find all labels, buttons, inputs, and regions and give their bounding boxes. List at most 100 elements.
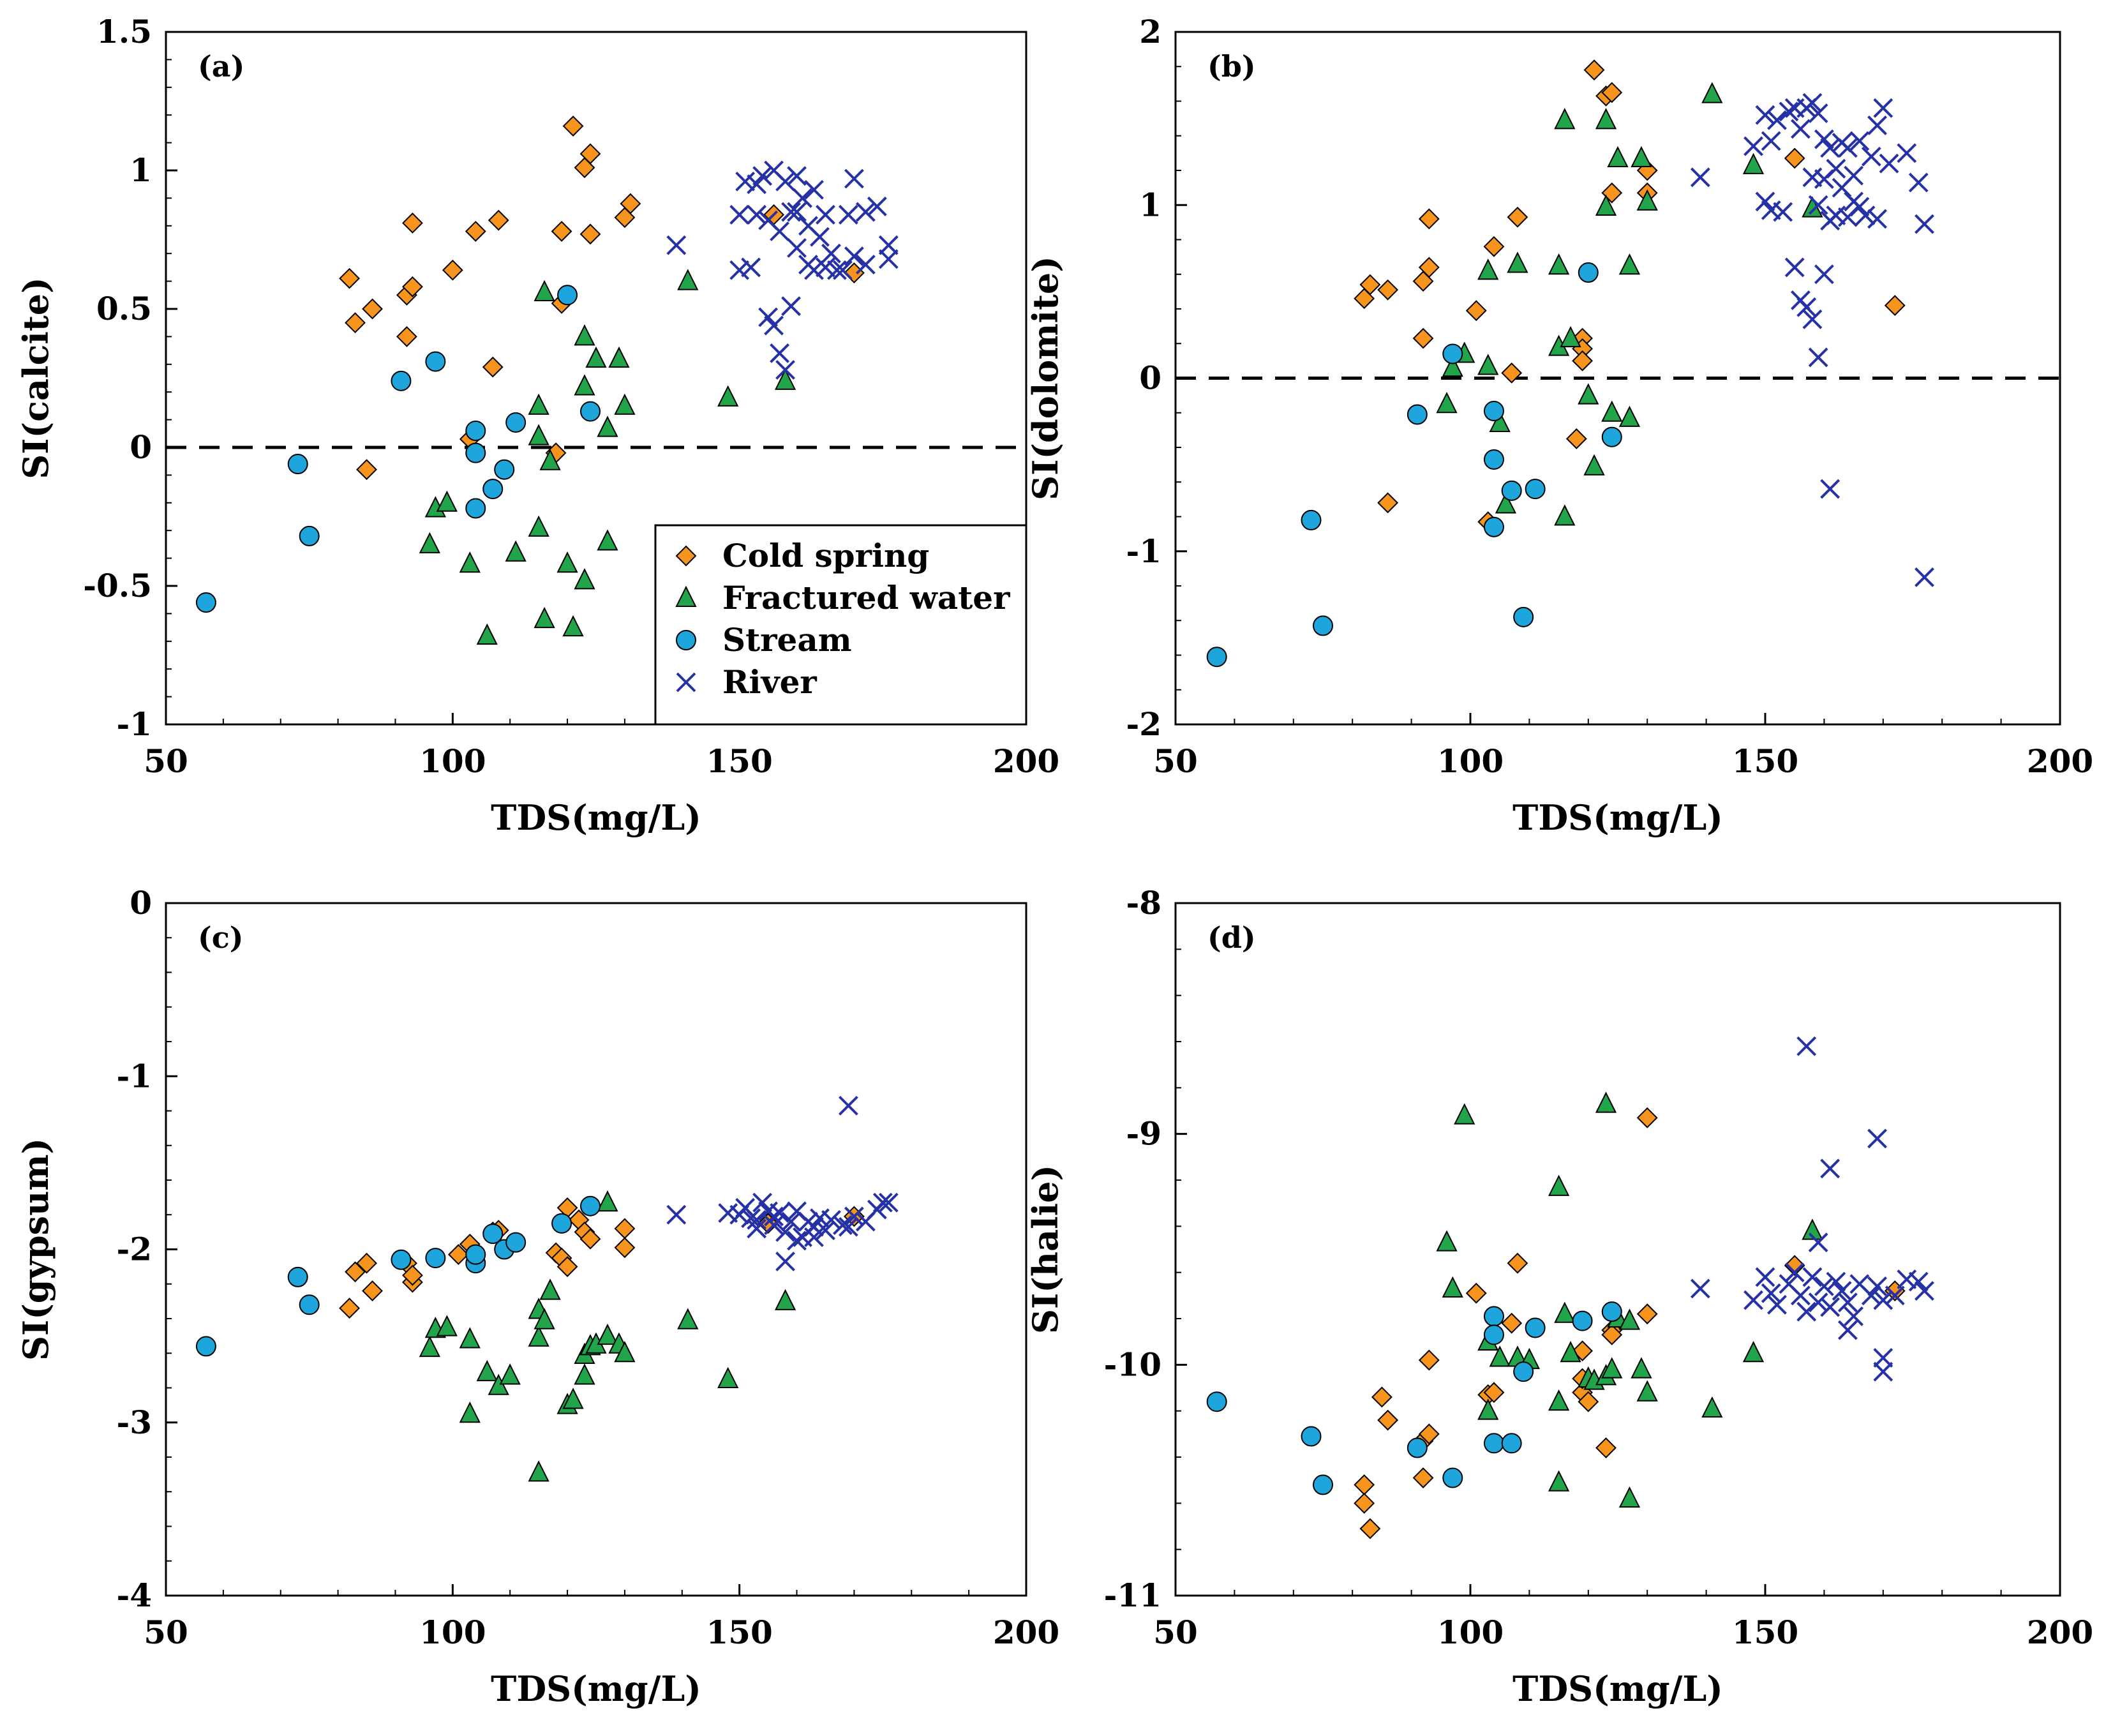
data-point-stream bbox=[1483, 449, 1504, 470]
data-point-fractured-water bbox=[1477, 354, 1499, 375]
data-point-fractured-water bbox=[1436, 391, 1458, 414]
data-point-fractured-water bbox=[1701, 1396, 1723, 1418]
data-point-stream bbox=[1525, 479, 1546, 500]
data-point-cold-spring bbox=[1359, 274, 1381, 296]
data-point-stream bbox=[505, 412, 526, 433]
data-point-cold-spring bbox=[556, 1256, 578, 1278]
x-axis-title: TDS(mg/L) bbox=[1512, 1668, 1723, 1709]
data-point-river bbox=[1873, 98, 1893, 118]
data-point-river bbox=[1767, 1294, 1787, 1315]
x-tick-label: 150 bbox=[706, 1613, 772, 1651]
x-tick-label: 50 bbox=[144, 1613, 188, 1651]
series-stream bbox=[1206, 262, 1622, 668]
data-point-stream bbox=[1501, 1433, 1522, 1454]
data-point-fractured-water bbox=[717, 385, 739, 407]
data-point-river bbox=[855, 202, 876, 222]
series-stream bbox=[195, 285, 601, 613]
series-river bbox=[1690, 93, 1934, 587]
data-point-cold-spring bbox=[1377, 1409, 1399, 1431]
data-point-fractured-water bbox=[1554, 1301, 1576, 1323]
data-point-river bbox=[804, 1227, 824, 1247]
data-point-cold-spring bbox=[362, 298, 383, 320]
data-point-river bbox=[1873, 1361, 1893, 1382]
data-point-river bbox=[821, 243, 841, 264]
data-point-fractured-water bbox=[597, 529, 618, 551]
data-point-cold-spring bbox=[1483, 1382, 1505, 1403]
data-point-fractured-water bbox=[574, 324, 595, 346]
data-point-stream bbox=[465, 442, 486, 463]
data-point-river bbox=[775, 171, 795, 191]
data-point-cold-spring bbox=[1483, 236, 1505, 257]
y-axis-title: SI(halie) bbox=[1025, 1165, 1066, 1334]
data-point-river bbox=[741, 257, 761, 278]
data-point-fractured-water bbox=[528, 393, 549, 415]
data-point-cold-spring bbox=[402, 276, 423, 297]
data-point-river bbox=[1837, 138, 1858, 158]
data-point-fractured-water bbox=[1618, 253, 1641, 275]
data-point-river bbox=[1808, 347, 1828, 368]
data-point-fractured-water bbox=[597, 415, 618, 437]
data-point-fractured-water bbox=[1636, 1380, 1658, 1402]
x-axis-title: TDS(mg/L) bbox=[1512, 797, 1723, 838]
data-point-cold-spring bbox=[1636, 1303, 1658, 1325]
data-point-river bbox=[1814, 129, 1834, 149]
series-river bbox=[666, 160, 899, 380]
data-point-cold-spring bbox=[1465, 300, 1487, 322]
data-point-cold-spring bbox=[1507, 206, 1528, 228]
data-point-river bbox=[781, 1211, 801, 1232]
data-point-fractured-water bbox=[1554, 504, 1576, 526]
data-point-cold-spring bbox=[1636, 1107, 1658, 1128]
data-point-fractured-water bbox=[608, 346, 630, 368]
series-river bbox=[666, 1095, 899, 1271]
data-point-cold-spring bbox=[1359, 1518, 1381, 1539]
data-point-stream bbox=[1407, 404, 1428, 425]
data-point-river bbox=[1796, 1301, 1817, 1322]
data-point-cold-spring bbox=[1784, 1255, 1805, 1276]
data-point-river bbox=[1814, 1276, 1834, 1296]
data-point-fractured-water bbox=[488, 1373, 509, 1395]
data-point-stream bbox=[1578, 262, 1599, 283]
data-point-cold-spring bbox=[1412, 1467, 1434, 1488]
data-point-stream bbox=[1206, 1391, 1227, 1412]
data-point-fractured-water bbox=[1583, 454, 1605, 475]
data-point-river bbox=[1897, 1269, 1917, 1289]
legend-marker-river bbox=[676, 672, 696, 692]
data-point-river bbox=[1908, 172, 1929, 193]
data-point-river bbox=[1837, 1320, 1858, 1340]
data-point-stream bbox=[299, 1294, 320, 1315]
series-stream bbox=[1206, 1301, 1622, 1495]
data-point-river bbox=[752, 1192, 773, 1213]
data-point-cold-spring bbox=[1354, 1492, 1375, 1514]
data-point-cold-spring bbox=[1377, 492, 1399, 514]
data-point-fractured-water bbox=[597, 1190, 618, 1212]
data-point-fractured-water bbox=[528, 1325, 549, 1347]
data-point-stream bbox=[391, 370, 412, 391]
data-point-fractured-water bbox=[1548, 1470, 1570, 1492]
data-point-cold-spring bbox=[402, 213, 423, 234]
data-point-stream bbox=[1483, 401, 1504, 422]
data-point-river bbox=[1743, 136, 1763, 156]
y-tick-label: -3 bbox=[116, 1403, 152, 1441]
data-point-river bbox=[844, 246, 864, 266]
data-point-river bbox=[1837, 1292, 1858, 1313]
data-point-river bbox=[798, 255, 818, 274]
data-point-fractured-water bbox=[534, 280, 555, 301]
legend-label-river: River bbox=[722, 663, 817, 701]
data-point-river bbox=[764, 1215, 784, 1235]
data-point-fractured-water bbox=[597, 1323, 618, 1345]
data-point-cold-spring bbox=[339, 1298, 360, 1319]
y-tick-label: 1 bbox=[1139, 186, 1161, 223]
data-point-stream bbox=[1442, 343, 1463, 364]
series-stream bbox=[195, 1195, 601, 1357]
y-tick-label: -2 bbox=[1126, 705, 1161, 743]
data-point-fractured-water bbox=[1742, 153, 1765, 174]
x-tick-label: 50 bbox=[1153, 742, 1198, 780]
data-point-river bbox=[827, 260, 847, 280]
data-point-fractured-water bbox=[574, 374, 595, 396]
legend-marker-stream bbox=[676, 630, 696, 650]
y-axis-title: SI(dolomite) bbox=[1025, 256, 1066, 500]
data-point-stream bbox=[1601, 426, 1622, 447]
data-point-fractured-water bbox=[1489, 1345, 1511, 1367]
data-point-fractured-water bbox=[1436, 1230, 1458, 1252]
data-point-cold-spring bbox=[579, 1228, 601, 1250]
